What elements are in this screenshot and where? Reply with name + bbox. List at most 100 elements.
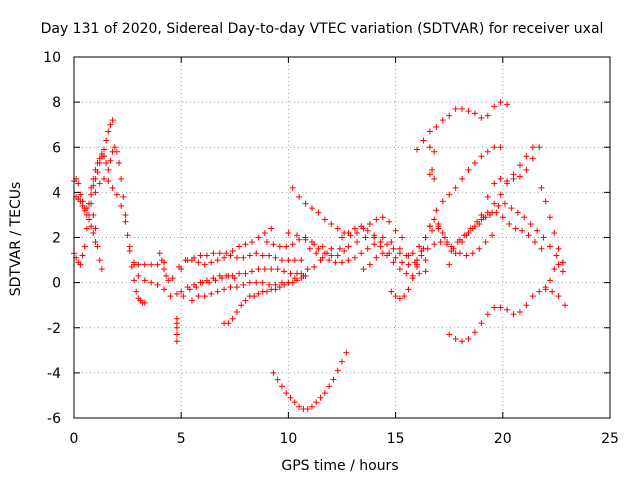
data-point [92,166,99,173]
data-point [272,254,279,261]
data-point [491,103,498,110]
data-point [296,403,303,410]
data-point [523,153,530,160]
data-point [77,198,84,205]
data-point [126,243,133,250]
data-point [416,270,423,277]
data-point [339,234,345,241]
data-point [459,338,466,345]
data-point [510,175,517,182]
data-point [371,241,378,248]
data-point [92,189,99,196]
data-point [409,275,416,282]
data-point [296,193,303,200]
data-point [345,229,352,236]
data-point [392,254,399,261]
data-point [293,277,300,284]
data-point [201,293,208,300]
data-point [77,191,84,198]
series-arc-20 [360,232,496,273]
series-arc-13 [221,272,309,327]
data-point [107,157,114,164]
data-point [431,241,438,248]
data-point [105,128,112,135]
x-tick-label: 25 [601,431,619,447]
data-point [478,211,485,218]
data-point [96,155,103,162]
data-point [336,245,343,252]
data-point [465,166,472,173]
data-point [396,250,403,257]
series-arc-03 [73,117,116,214]
data-point [259,252,266,259]
data-point [246,279,253,286]
data-point [75,180,82,187]
data-point [229,315,236,322]
data-point [366,261,373,268]
data-point [384,241,391,248]
data-point [452,336,459,343]
data-point [266,252,273,259]
data-point [516,162,523,169]
data-point [553,252,560,259]
data-point [313,399,320,406]
data-point [452,105,459,112]
data-point [321,216,328,223]
data-point [248,239,255,246]
series-arc-22 [414,144,504,270]
data-point [88,191,95,198]
series-arc-17 [289,184,406,241]
data-point [546,243,553,250]
data-point [191,281,198,288]
data-point [433,207,440,214]
data-point [343,349,350,356]
data-point [463,252,470,259]
data-point [534,227,541,234]
data-point [317,394,324,401]
y-tick-label: 6 [52,140,61,156]
data-point [399,234,406,241]
data-point [484,148,491,155]
data-point [489,209,496,216]
data-point [270,369,277,376]
data-point [433,123,440,130]
data-point [169,275,176,282]
data-point [135,261,142,268]
data-point [321,390,328,397]
data-point [527,220,534,227]
data-point [525,232,532,239]
data-point [81,243,88,250]
data-point [278,383,285,390]
plot-frame [73,56,611,419]
data-point [311,241,318,248]
data-point [504,101,511,108]
data-point [371,234,378,241]
data-point [542,284,549,291]
data-point [311,263,318,270]
data-point [478,114,485,121]
data-point [278,257,285,264]
data-point [109,184,116,191]
data-point [420,137,427,144]
data-point [261,266,268,273]
data-point [208,259,215,266]
data-point [403,252,410,259]
data-point [446,331,453,338]
data-point [122,218,129,225]
data-point [184,257,191,264]
data-point [302,236,309,243]
data-point [96,180,103,187]
data-point [223,250,230,257]
data-point [281,281,288,288]
data-point [302,200,309,207]
data-point [501,200,508,207]
data-point [263,288,270,295]
data-point [188,297,195,304]
data-point [516,308,523,315]
series-arc-25 [435,209,545,252]
data-point [210,250,217,257]
data-point [315,245,322,252]
data-point [255,290,262,297]
data-point [156,250,163,257]
data-point [388,288,395,295]
